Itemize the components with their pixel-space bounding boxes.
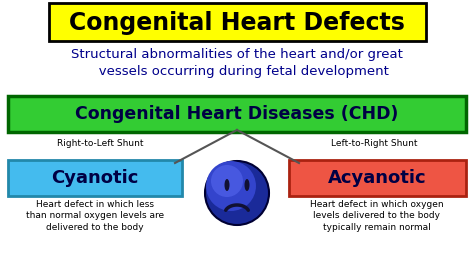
- Text: Heart defect in which less
than normal oxygen levels are
delivered to the body: Heart defect in which less than normal o…: [26, 200, 164, 232]
- Ellipse shape: [225, 179, 229, 191]
- Text: Right-to-Left Shunt: Right-to-Left Shunt: [57, 138, 143, 147]
- Circle shape: [205, 161, 269, 225]
- Text: Cyanotic: Cyanotic: [51, 169, 139, 187]
- Text: Structural abnormalities of the heart and/or great
   vessels occurring during f: Structural abnormalities of the heart an…: [71, 48, 403, 78]
- Ellipse shape: [245, 179, 249, 191]
- FancyBboxPatch shape: [289, 160, 466, 196]
- FancyBboxPatch shape: [49, 3, 426, 41]
- Text: Left-to-Right Shunt: Left-to-Right Shunt: [331, 138, 417, 147]
- Text: Congenital Heart Defects: Congenital Heart Defects: [69, 11, 405, 35]
- Text: Acyanotic: Acyanotic: [328, 169, 426, 187]
- Text: Heart defect in which oxygen
levels delivered to the body
typically remain norma: Heart defect in which oxygen levels deli…: [310, 200, 444, 232]
- Circle shape: [206, 161, 256, 211]
- FancyBboxPatch shape: [8, 160, 182, 196]
- Circle shape: [211, 165, 243, 197]
- FancyBboxPatch shape: [8, 96, 466, 132]
- Text: Congenital Heart Diseases (CHD): Congenital Heart Diseases (CHD): [75, 105, 399, 123]
